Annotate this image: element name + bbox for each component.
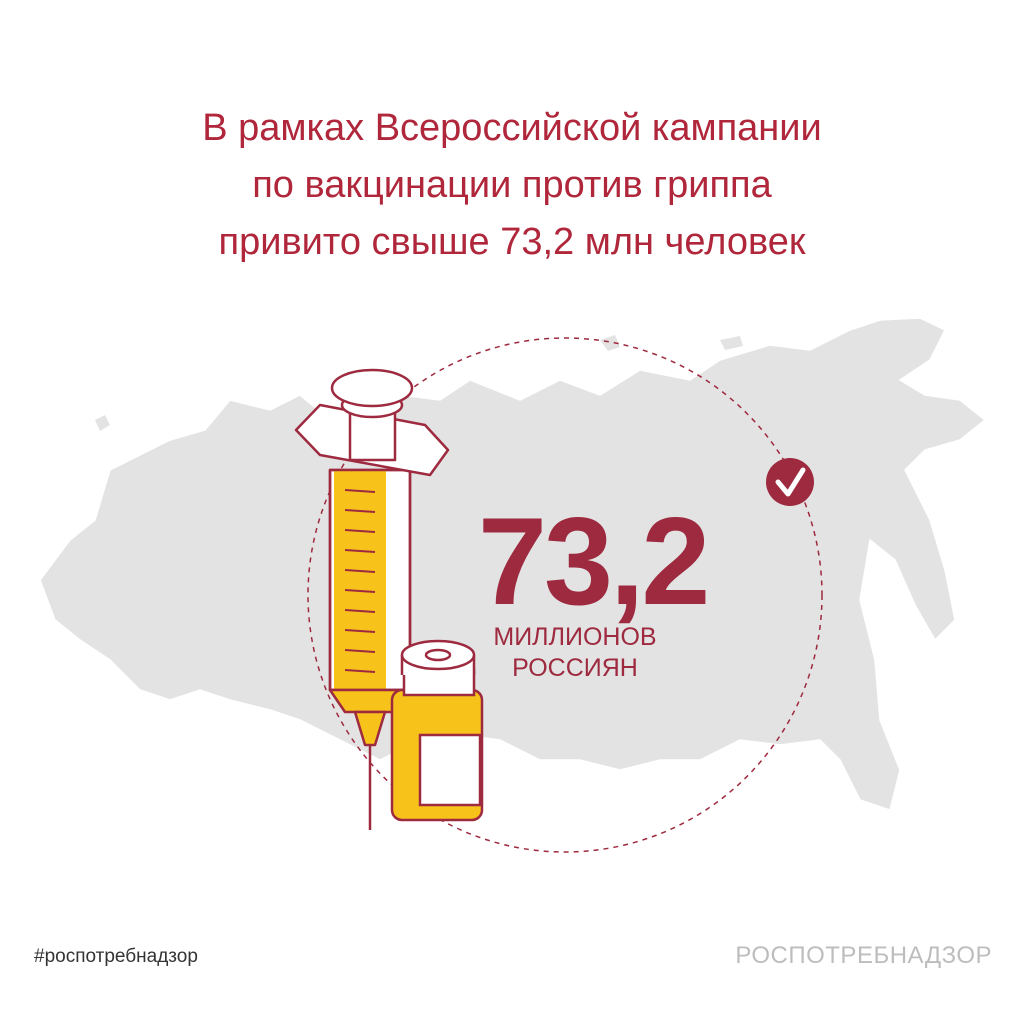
headline: В рамках Всероссийской кампании по вакци…: [0, 100, 1024, 271]
headline-line-3: привито свыше 73,2 млн человек: [218, 221, 806, 263]
vaccine-vial-icon: [390, 639, 484, 822]
headline-line-2: по вакцинации против гриппа: [252, 164, 772, 206]
stat-unit-line-1: МИЛЛИОНОВ: [493, 623, 657, 651]
stat-unit-line-2: РОССИЯН: [512, 654, 638, 682]
brand-logo-text: РОСПОТРЕБНАДЗОР: [735, 942, 992, 969]
check-icon: [766, 458, 814, 506]
stat-value: 73,2: [478, 493, 710, 631]
stat-unit: МИЛЛИОНОВ РОССИЯН: [490, 622, 660, 684]
hashtag: #роспотребнадзор: [34, 946, 198, 967]
dashed-circle: [307, 337, 823, 853]
syringe-icon: [294, 368, 450, 830]
headline-line-1: В рамках Всероссийской кампании: [202, 107, 822, 149]
